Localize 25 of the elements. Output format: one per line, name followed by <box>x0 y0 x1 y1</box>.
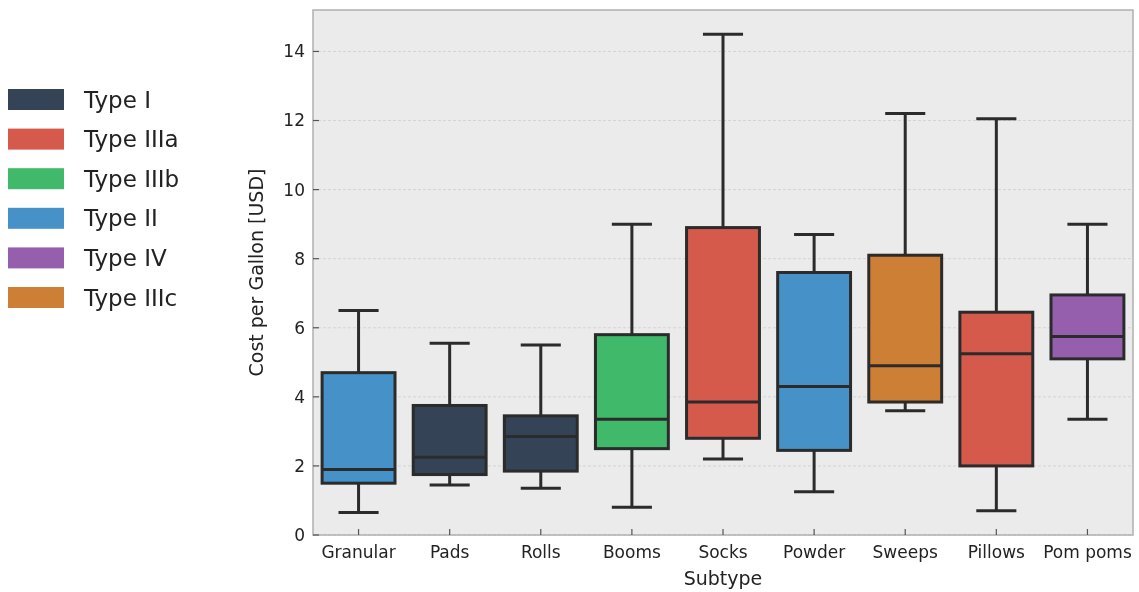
x-tick-label: Sweeps <box>872 542 938 562</box>
y-tick-label: 6 <box>294 317 305 338</box>
legend-label: Type IIIb <box>83 165 180 192</box>
y-tick-label: 0 <box>294 524 305 545</box>
x-tick-label: Socks <box>698 542 748 562</box>
legend-label: Type I <box>83 86 151 113</box>
legend-label: Type IIIa <box>83 126 179 153</box>
y-tick-label: 14 <box>283 41 305 62</box>
y-tick-label: 12 <box>283 110 305 131</box>
x-tick-label: Booms <box>602 542 661 562</box>
y-tick-label: 8 <box>294 248 305 269</box>
y-tick-label: 4 <box>294 386 305 407</box>
x-tick-label: Pillows <box>967 542 1026 562</box>
x-tick-label: Powder <box>783 542 846 562</box>
y-tick-label: 10 <box>283 179 305 200</box>
x-tick-label: Pads <box>429 542 470 562</box>
legend-label: Type IIIc <box>83 284 178 311</box>
legend-label: Type II <box>83 205 158 232</box>
x-tick-label: Granular <box>321 542 396 562</box>
legend-label: Type IV <box>83 244 167 271</box>
x-tick-label: Rolls <box>520 542 561 562</box>
x-axis-title: Subtype <box>683 567 763 589</box>
y-axis-title: Cost per Gallon [USD] <box>245 168 267 377</box>
x-tick-label: Pom poms <box>1043 542 1132 562</box>
y-tick-label: 2 <box>294 455 305 476</box>
